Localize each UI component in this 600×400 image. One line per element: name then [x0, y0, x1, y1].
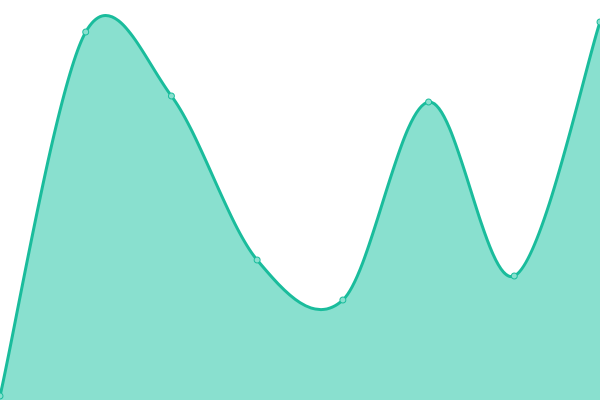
data-point-7	[596, 18, 600, 26]
data-point-0	[0, 392, 4, 400]
data-markers	[0, 18, 600, 400]
data-point-5	[425, 98, 433, 106]
data-point-1	[82, 28, 90, 36]
data-point-3	[253, 256, 261, 264]
data-point-6	[510, 272, 518, 280]
area-fill	[0, 15, 600, 400]
data-point-2	[167, 92, 175, 100]
data-point-4	[339, 296, 347, 304]
